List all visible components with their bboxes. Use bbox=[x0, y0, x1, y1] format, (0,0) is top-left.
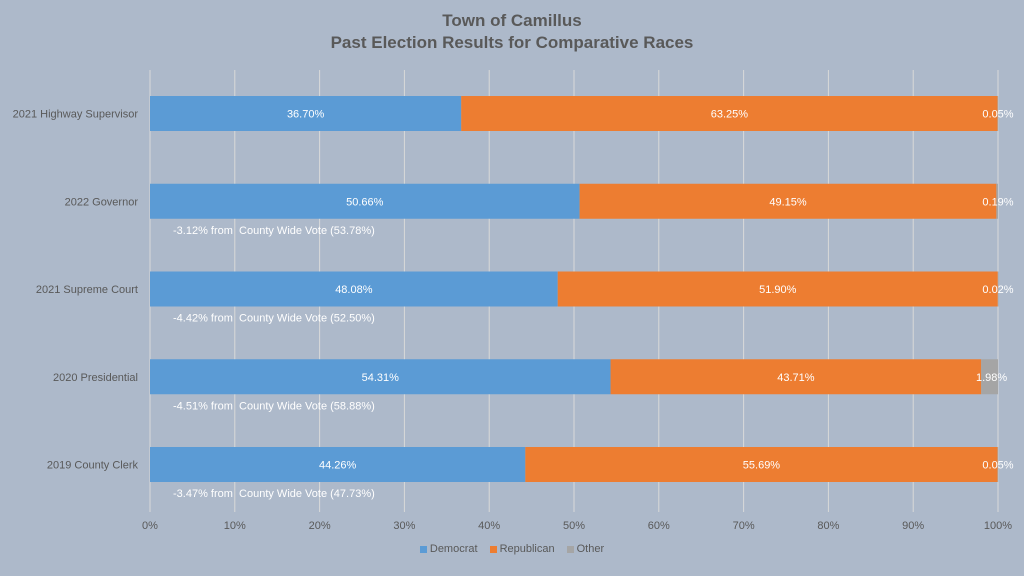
bar-republican bbox=[461, 96, 998, 131]
x-tick-label: 90% bbox=[902, 520, 924, 532]
data-label-republican: 63.25% bbox=[711, 109, 749, 121]
chart-subtitle: Past Election Results for Comparative Ra… bbox=[330, 33, 694, 52]
x-tick-label: 50% bbox=[563, 520, 585, 532]
legend-swatch bbox=[489, 545, 497, 553]
data-label-other: 0.05% bbox=[982, 460, 1013, 472]
county-comparison-note: -3.12% from County Wide Vote (53.78%) bbox=[173, 225, 375, 237]
legend-label: Other bbox=[576, 543, 605, 555]
category-label: 2020 Presidential bbox=[53, 372, 138, 384]
data-label-democrat: 54.31% bbox=[362, 372, 400, 384]
x-tick-label: 10% bbox=[224, 520, 246, 532]
legend-item-republican: Republican bbox=[489, 543, 555, 555]
bar-democrat bbox=[150, 359, 611, 395]
bar-republican bbox=[579, 183, 997, 219]
category-label: 2021 Supreme Court bbox=[36, 284, 138, 296]
x-tick-label: 70% bbox=[733, 520, 755, 532]
county-comparison-note: -3.47% from County Wide Vote (47.73%) bbox=[173, 488, 375, 500]
data-label-democrat: 44.26% bbox=[319, 460, 357, 472]
x-tick-label: 20% bbox=[309, 520, 331, 532]
x-tick-label: 40% bbox=[478, 520, 500, 532]
data-label-democrat: 50.66% bbox=[346, 196, 384, 208]
x-tick-labels: 0% 10% 20% 30% 40% 50% 60% 70% 80% 90% 100% bbox=[142, 520, 1012, 532]
bar-other bbox=[997, 271, 999, 307]
legend-item-other: Other bbox=[566, 543, 605, 555]
bar-republican bbox=[525, 447, 998, 482]
bar-democrat bbox=[150, 271, 558, 307]
county-comparison-note: -4.42% from County Wide Vote (52.50%) bbox=[173, 313, 375, 325]
data-label-republican: 43.71% bbox=[777, 372, 815, 384]
data-labels: 36.70% 63.25% 0.05% 50.66% 49.15% 0.19% 48.08%… bbox=[287, 109, 1014, 472]
bar-other bbox=[997, 96, 999, 131]
chart-title-block: Town of Camillus Past Election Results f… bbox=[0, 10, 1024, 54]
legend-label: Democrat bbox=[429, 543, 478, 555]
category-label: 2022 Governor bbox=[65, 196, 139, 208]
data-label-democrat: 48.08% bbox=[335, 284, 373, 296]
legend-swatch bbox=[419, 545, 427, 553]
bar-other bbox=[996, 183, 998, 219]
data-label-other: 0.19% bbox=[982, 196, 1013, 208]
legend-item-democrat: Democrat bbox=[419, 543, 478, 555]
x-tick-label: 60% bbox=[648, 520, 670, 532]
data-label-republican: 49.15% bbox=[769, 196, 807, 208]
x-tick-label: 80% bbox=[817, 520, 839, 532]
legend: Democrat Republican Other bbox=[0, 543, 1024, 555]
data-label-republican: 51.90% bbox=[759, 284, 797, 296]
bar-other bbox=[981, 359, 998, 395]
category-label: 2021 Highway Supervisor bbox=[13, 109, 139, 121]
county-comparison-note: -4.51% from County Wide Vote (58.88%) bbox=[173, 400, 375, 412]
x-tick-label: 100% bbox=[984, 520, 1012, 532]
bar-democrat bbox=[150, 447, 526, 482]
bar-other bbox=[997, 447, 999, 482]
x-tick-label: 0% bbox=[142, 520, 158, 532]
category-labels: 2021 Highway Supervisor 2022 Governor 2021… bbox=[13, 109, 139, 472]
legend-label: Republican bbox=[499, 543, 555, 555]
bar-republican bbox=[610, 359, 982, 395]
data-label-other: 0.05% bbox=[982, 109, 1013, 121]
bar-democrat bbox=[150, 183, 580, 219]
bar-republican bbox=[557, 271, 998, 307]
annotations: -3.12% from County Wide Vote (53.78%) -4.… bbox=[173, 225, 375, 500]
data-label-republican: 55.69% bbox=[743, 460, 781, 472]
x-tick-label: 30% bbox=[393, 520, 415, 532]
data-label-democrat: 36.70% bbox=[287, 109, 325, 121]
bar-democrat bbox=[150, 96, 462, 131]
bars bbox=[150, 96, 999, 482]
legend-swatch bbox=[566, 545, 574, 553]
chart-title: Town of Camillus bbox=[442, 11, 582, 30]
data-label-other: 0.02% bbox=[982, 284, 1013, 296]
category-label: 2019 County Clerk bbox=[47, 460, 139, 472]
data-label-other: 1.98% bbox=[976, 372, 1007, 384]
